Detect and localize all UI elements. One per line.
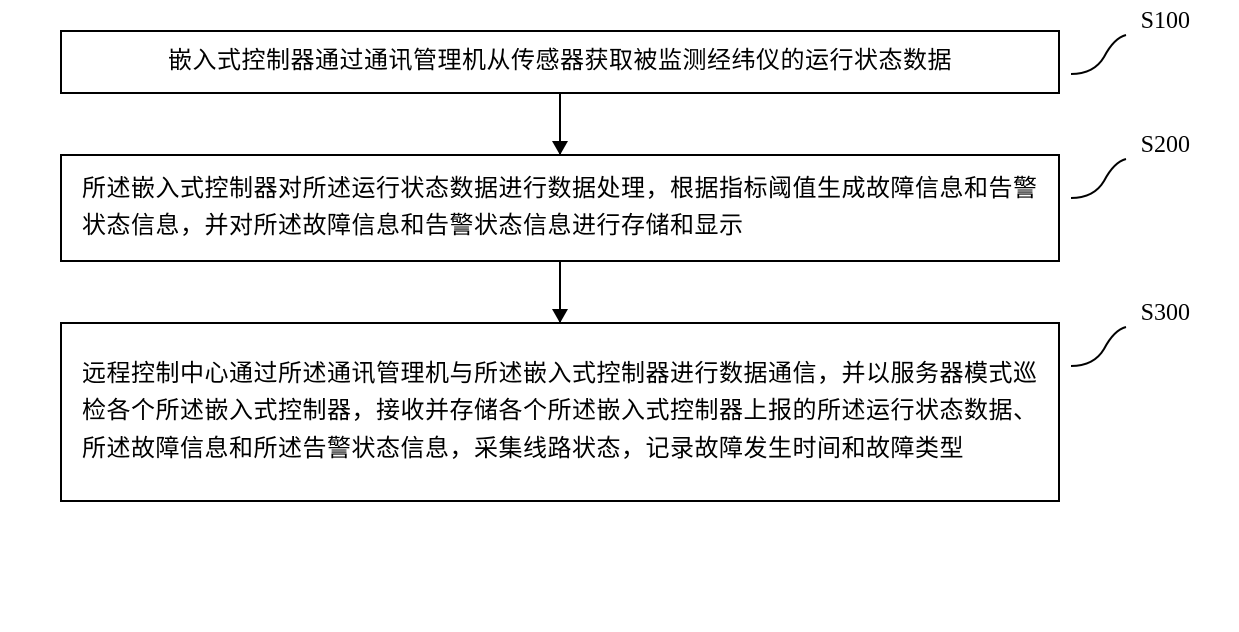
step-text-s200: 所述嵌入式控制器对所述运行状态数据进行数据处理，根据指标阈值生成故障信息和告警状… [82,171,1038,245]
step-label-s200: S200 [1141,132,1190,159]
step-label-s300: S300 [1141,300,1190,327]
flowchart-container: 嵌入式控制器通过通讯管理机从传感器获取被监测经纬仪的运行状态数据 S100 所述… [60,30,1170,502]
step-box-s300: 远程控制中心通过所述通讯管理机与所述嵌入式控制器进行数据通信，并以服务器模式巡检… [60,322,1060,502]
step-row-s300: 远程控制中心通过所述通讯管理机与所述嵌入式控制器进行数据通信，并以服务器模式巡检… [60,322,1170,502]
step-row-s100: 嵌入式控制器通过通讯管理机从传感器获取被监测经纬仪的运行状态数据 S100 [60,30,1170,94]
step-row-s200: 所述嵌入式控制器对所述运行状态数据进行数据处理，根据指标阈值生成故障信息和告警状… [60,154,1170,262]
step-label-s100: S100 [1141,8,1190,35]
label-curve-s200 [1068,156,1128,201]
arrow-s200-s300 [559,262,561,322]
step-text-s100: 嵌入式控制器通过通讯管理机从传感器获取被监测经纬仪的运行状态数据 [168,43,952,80]
step-text-s300: 远程控制中心通过所述通讯管理机与所述嵌入式控制器进行数据通信，并以服务器模式巡检… [82,356,1038,468]
label-curve-s100 [1068,32,1128,77]
arrow-s100-s200 [559,94,561,154]
step-box-s200: 所述嵌入式控制器对所述运行状态数据进行数据处理，根据指标阈值生成故障信息和告警状… [60,154,1060,262]
label-curve-s300 [1068,324,1128,369]
step-box-s100: 嵌入式控制器通过通讯管理机从传感器获取被监测经纬仪的运行状态数据 [60,30,1060,94]
